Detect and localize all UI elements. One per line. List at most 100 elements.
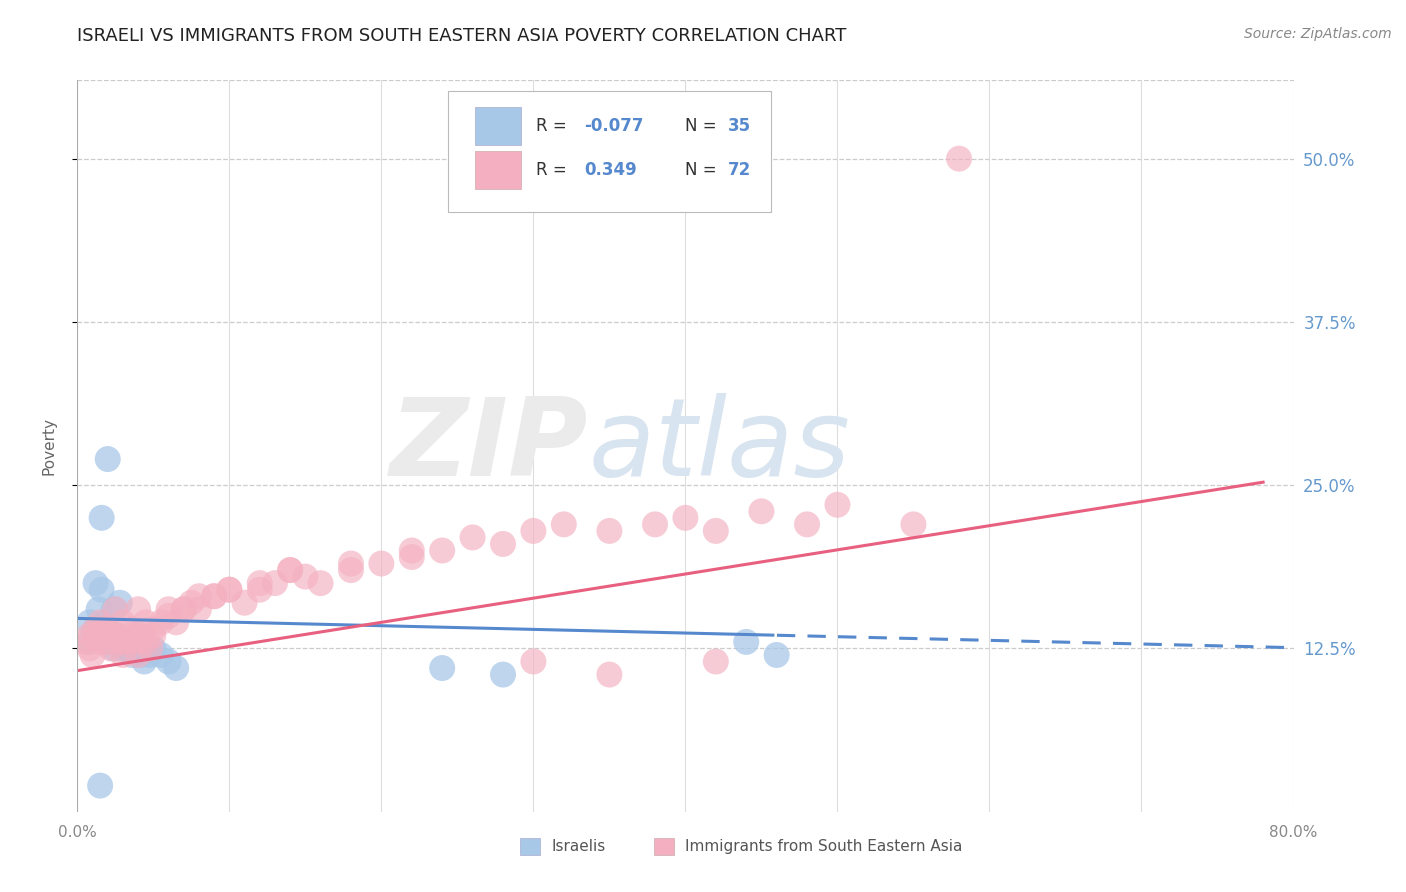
Point — [139, 648, 162, 662]
Point — [142, 622, 165, 636]
Text: atlas: atlas — [588, 393, 851, 499]
Point — [104, 628, 127, 642]
Point — [87, 602, 110, 616]
Point — [430, 661, 453, 675]
Point — [121, 648, 143, 662]
Point — [278, 563, 301, 577]
Point — [370, 557, 392, 571]
Point — [165, 661, 187, 675]
Point — [492, 667, 515, 681]
Point — [104, 602, 127, 616]
Point — [93, 622, 115, 636]
Point — [142, 641, 165, 656]
Point — [218, 582, 240, 597]
Point — [644, 517, 666, 532]
Text: R =: R = — [536, 118, 572, 136]
Point — [120, 622, 142, 636]
Point — [108, 596, 131, 610]
Point — [103, 641, 125, 656]
Point — [115, 635, 138, 649]
Point — [124, 635, 146, 649]
Point — [97, 628, 120, 642]
Point — [89, 635, 111, 649]
Point — [173, 602, 195, 616]
Point — [233, 596, 256, 610]
Point — [430, 543, 453, 558]
Point — [134, 655, 156, 669]
Point — [264, 576, 287, 591]
Point — [461, 530, 484, 544]
Point — [704, 655, 727, 669]
Point — [202, 589, 225, 603]
Point — [111, 615, 134, 630]
Point — [108, 635, 131, 649]
Point — [100, 641, 122, 656]
Point — [84, 622, 107, 636]
Point — [124, 641, 146, 656]
Point — [136, 641, 159, 656]
Point — [79, 641, 101, 656]
Point — [149, 648, 172, 662]
Point — [97, 622, 120, 636]
Text: ZIP: ZIP — [389, 393, 588, 499]
Point — [188, 589, 211, 603]
Point — [188, 602, 211, 616]
Point — [79, 615, 101, 630]
Point — [401, 543, 423, 558]
Point — [127, 648, 149, 662]
Text: Source: ZipAtlas.com: Source: ZipAtlas.com — [1244, 27, 1392, 41]
Point — [139, 641, 162, 656]
Text: Israelis: Israelis — [551, 839, 606, 854]
Point — [157, 655, 180, 669]
Point — [165, 615, 187, 630]
Point — [90, 511, 112, 525]
Point — [173, 602, 195, 616]
Point — [522, 655, 544, 669]
Point — [827, 498, 849, 512]
Point — [100, 635, 122, 649]
Text: 72: 72 — [728, 161, 751, 179]
Point — [522, 524, 544, 538]
Point — [135, 615, 157, 630]
Point — [142, 628, 165, 642]
FancyBboxPatch shape — [475, 152, 522, 189]
Point — [129, 628, 152, 642]
Point — [89, 779, 111, 793]
Point — [90, 582, 112, 597]
Point — [79, 628, 101, 642]
Point — [294, 569, 316, 583]
Text: Immigrants from South Eastern Asia: Immigrants from South Eastern Asia — [685, 839, 963, 854]
Point — [249, 576, 271, 591]
Point — [97, 635, 120, 649]
Point — [79, 635, 101, 649]
Point — [704, 524, 727, 538]
Text: N =: N = — [686, 161, 723, 179]
Point — [111, 641, 134, 656]
Point — [84, 576, 107, 591]
FancyBboxPatch shape — [475, 107, 522, 145]
Point — [751, 504, 773, 518]
Point — [120, 628, 142, 642]
Point — [135, 635, 157, 649]
Point — [111, 648, 134, 662]
FancyBboxPatch shape — [449, 91, 770, 212]
Point — [149, 615, 172, 630]
Point — [73, 635, 96, 649]
Point — [89, 615, 111, 630]
Point — [553, 517, 575, 532]
Point — [309, 576, 332, 591]
Point — [492, 537, 515, 551]
Text: R =: R = — [536, 161, 576, 179]
Point — [127, 602, 149, 616]
Text: N =: N = — [686, 118, 723, 136]
Point — [103, 602, 125, 616]
Point — [765, 648, 787, 662]
Point — [157, 602, 180, 616]
Y-axis label: Poverty: Poverty — [42, 417, 56, 475]
Point — [97, 452, 120, 467]
Point — [157, 608, 180, 623]
Point — [249, 582, 271, 597]
Point — [401, 549, 423, 564]
Point — [105, 628, 128, 642]
Point — [340, 557, 363, 571]
